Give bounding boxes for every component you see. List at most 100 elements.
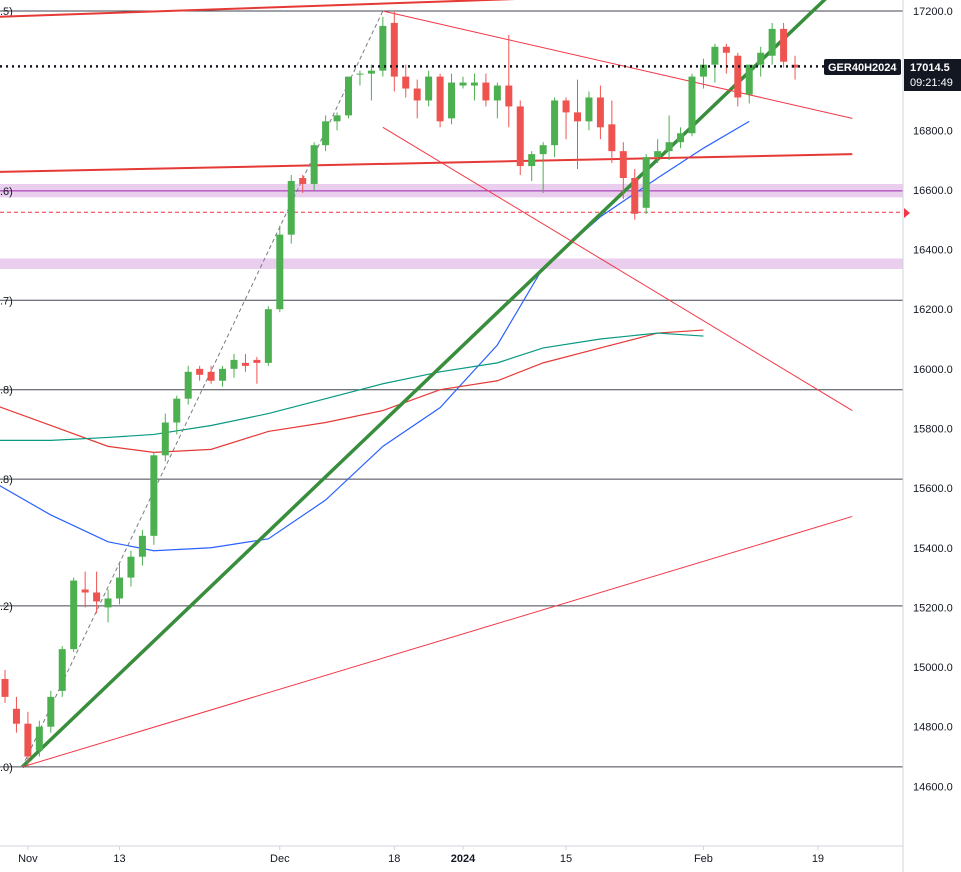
candle-body[interactable] xyxy=(665,142,673,152)
candle-body[interactable] xyxy=(505,85,513,107)
candle-body[interactable] xyxy=(470,82,478,86)
candle-body[interactable] xyxy=(596,97,604,128)
candle-body[interactable] xyxy=(276,234,284,310)
candle-body[interactable] xyxy=(699,64,707,77)
candle-body[interactable] xyxy=(219,368,227,381)
candle-body[interactable] xyxy=(757,52,765,65)
candle-body[interactable] xyxy=(642,157,650,208)
candle-body[interactable] xyxy=(459,82,467,86)
candle-body[interactable] xyxy=(196,368,204,375)
candle-body[interactable] xyxy=(551,100,559,146)
symbol-tag: GER40H2024 xyxy=(828,62,897,74)
trendline[interactable] xyxy=(0,0,600,18)
candle-body[interactable] xyxy=(104,598,112,608)
candle-body[interactable] xyxy=(516,106,524,167)
trendline[interactable] xyxy=(22,515,853,768)
candle-body[interactable] xyxy=(539,145,547,155)
trendline[interactable] xyxy=(20,0,841,769)
candle-body[interactable] xyxy=(127,556,135,578)
price-axis-tick: 15000.0 xyxy=(913,662,953,674)
candle-body[interactable] xyxy=(631,177,639,214)
candle-body[interactable] xyxy=(791,64,799,68)
candle-body[interactable] xyxy=(562,100,570,113)
candle-body[interactable] xyxy=(241,362,249,366)
trendline[interactable] xyxy=(382,10,853,119)
candle-body[interactable] xyxy=(24,723,32,757)
candle-body[interactable] xyxy=(207,371,215,381)
candle-body[interactable] xyxy=(780,28,788,62)
candle-body[interactable] xyxy=(93,592,101,602)
last-price-tag-bg xyxy=(904,59,961,91)
candle-body[interactable] xyxy=(58,649,66,691)
candle-body[interactable] xyxy=(608,124,616,152)
candle-body[interactable] xyxy=(413,88,421,101)
candle-body[interactable] xyxy=(654,151,662,158)
candle-body[interactable] xyxy=(436,76,444,122)
candle-body[interactable] xyxy=(356,73,364,75)
time-axis-label: 2024 xyxy=(451,853,476,865)
price-axis-tick: 16000.0 xyxy=(913,364,953,376)
price-axis-tick: 16400.0 xyxy=(913,245,953,257)
candle-body[interactable] xyxy=(402,76,410,89)
candle-body[interactable] xyxy=(35,726,43,751)
fib-labels: .5) .6) .7) .8) .8) .2) .0) xyxy=(0,6,13,774)
candle-body[interactable] xyxy=(47,696,55,727)
trendlines[interactable] xyxy=(0,0,853,769)
candle-body[interactable] xyxy=(734,55,742,98)
candle-body[interactable] xyxy=(161,422,169,456)
candles[interactable] xyxy=(1,11,799,767)
candle-body[interactable] xyxy=(711,46,719,65)
candle-body[interactable] xyxy=(184,371,192,399)
candle-body[interactable] xyxy=(585,97,593,122)
trendline[interactable] xyxy=(382,126,853,412)
candle-body[interactable] xyxy=(173,398,181,423)
candle-body[interactable] xyxy=(253,359,261,363)
trendline[interactable] xyxy=(0,153,853,173)
candle-body[interactable] xyxy=(116,577,123,599)
plot-background xyxy=(0,0,903,846)
candle-body[interactable] xyxy=(299,177,307,184)
candle-body[interactable] xyxy=(333,115,341,122)
price-axis[interactable]: 14600.0 14800.0 15000.0 15200.0 15400.0 15600… xyxy=(913,6,953,793)
price-axis-tick: 16800.0 xyxy=(913,125,953,137)
time-axis[interactable]: Nov 13 Dec 18 2024 15 Feb 19 xyxy=(18,846,824,865)
candle-body[interactable] xyxy=(322,121,330,146)
price-axis-tick: 16600.0 xyxy=(913,185,953,197)
candle-body[interactable] xyxy=(493,85,501,101)
time-axis-label: Nov xyxy=(18,853,38,865)
candle-body[interactable] xyxy=(448,82,456,119)
candle-body[interactable] xyxy=(379,25,387,71)
candle-body[interactable] xyxy=(482,82,490,101)
moving-average-line xyxy=(0,332,704,442)
candle-body[interactable] xyxy=(345,76,352,116)
candle-body[interactable] xyxy=(619,151,627,178)
candle-body[interactable] xyxy=(230,359,238,369)
candle-body[interactable] xyxy=(390,22,398,77)
candle-body[interactable] xyxy=(745,64,753,95)
candle-body[interactable] xyxy=(367,70,375,74)
candle-body[interactable] xyxy=(12,708,20,724)
candle-body[interactable] xyxy=(81,589,89,593)
candle-body[interactable] xyxy=(722,46,730,53)
candle-body[interactable] xyxy=(1,678,9,697)
candle-body[interactable] xyxy=(677,133,685,143)
price-axis-tick: 15600.0 xyxy=(913,483,953,495)
alert-marker-icon[interactable] xyxy=(904,208,910,218)
fib-level-label: .7) xyxy=(0,295,13,307)
candle-body[interactable] xyxy=(768,28,776,56)
time-axis-label: Dec xyxy=(270,853,290,865)
candle-body[interactable] xyxy=(138,535,146,557)
candle-body[interactable] xyxy=(688,76,696,134)
price-tags: GER40H2024 17014.5 09:21:49 xyxy=(824,59,961,218)
candle-body[interactable] xyxy=(70,580,78,650)
candle-body[interactable] xyxy=(150,455,158,536)
price-axis-tick: 17200.0 xyxy=(913,6,953,18)
candle-body[interactable] xyxy=(287,180,295,235)
candle-body[interactable] xyxy=(425,76,433,101)
time-axis-label: Feb xyxy=(694,853,713,865)
candle-body[interactable] xyxy=(528,154,536,167)
candle-body[interactable] xyxy=(574,112,581,122)
candle-body[interactable] xyxy=(264,309,272,363)
candle-body[interactable] xyxy=(310,145,318,184)
